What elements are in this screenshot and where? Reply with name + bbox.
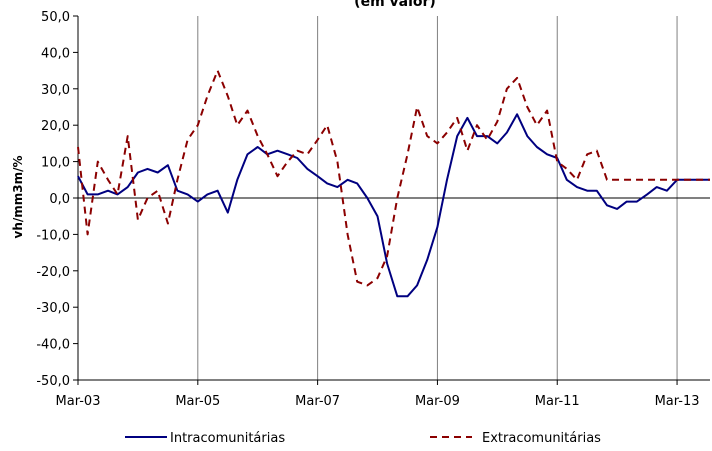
x-tick-label: Mar-05 [175, 394, 220, 409]
y-axis-title: vh/mm3m/% [11, 155, 25, 238]
y-tick-label: -40,0 [36, 338, 70, 353]
y-tick-label: 50,0 [41, 10, 70, 25]
y-tick-label: 40,0 [41, 46, 70, 61]
legend-label: Intracomunitárias [170, 431, 285, 446]
y-tick-label: -10,0 [36, 228, 70, 243]
x-tick-label: Mar-09 [415, 394, 460, 409]
y-tick-label: -50,0 [36, 374, 70, 389]
y-tick-label: 10,0 [41, 156, 70, 171]
series-line-extracomunitarias [77, 69, 710, 287]
y-tick-label: 0,0 [49, 192, 70, 207]
legend-label: Extracomunitárias [482, 431, 601, 446]
x-tick-label: Mar-07 [295, 394, 340, 409]
x-ticks: Mar-03 Mar-05 Mar-07 Mar-09 Mar-11 Mar-13 [56, 380, 700, 409]
chart-title: (em valor) [354, 0, 436, 10]
y-ticks: 50,0 40,0 30,0 20,0 10,0 0,0 -10,0 -20,0 -30,0 -4… [36, 10, 78, 389]
y-tick-label: -30,0 [36, 301, 70, 316]
y-tick-label: -20,0 [36, 265, 70, 280]
series-lines [77, 69, 710, 298]
x-tick-label: Mar-03 [56, 394, 101, 409]
y-tick-label: 20,0 [41, 119, 70, 134]
series-line-intracomunitarias [77, 113, 710, 298]
y-tick-label: 30,0 [41, 83, 70, 98]
x-tick-label: Mar-11 [535, 394, 580, 409]
legend: Intracomunitárias Extracomunitárias [125, 431, 601, 446]
x-tick-label: Mar-13 [655, 394, 700, 409]
axes [77, 16, 710, 381]
